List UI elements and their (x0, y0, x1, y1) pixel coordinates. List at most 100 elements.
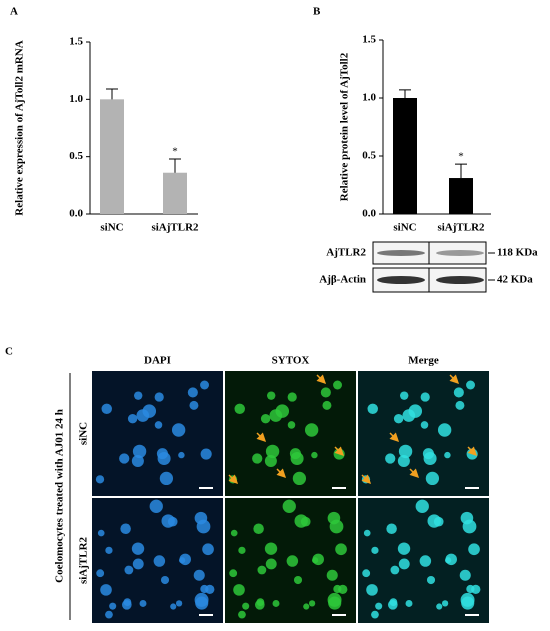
arrow (361, 474, 372, 485)
blot-row-label: AjTLR2 (326, 247, 366, 259)
arrow (276, 468, 287, 479)
cell (335, 543, 347, 556)
cell (159, 471, 174, 486)
row-label: siNC (78, 422, 90, 445)
cell (468, 543, 480, 556)
cell (362, 569, 371, 578)
cell (420, 392, 430, 402)
cell (311, 557, 319, 564)
cell (253, 523, 264, 535)
cell (265, 444, 280, 459)
y-tick-label: 0.5 (362, 150, 376, 162)
cell (257, 565, 267, 575)
cell (187, 387, 198, 398)
cell (189, 400, 199, 410)
cell (466, 380, 475, 390)
cell (436, 603, 443, 610)
cell (264, 542, 278, 555)
micrograph (225, 371, 356, 496)
cell (139, 600, 147, 607)
cell (398, 558, 410, 570)
blot-row-label: Ajβ-Actin (319, 274, 366, 286)
cell (123, 598, 132, 607)
cell (405, 600, 413, 607)
cell (200, 380, 209, 390)
arrow (409, 468, 420, 479)
y-axis-label: Relative protein level of AjToll2 (339, 52, 351, 201)
cell (153, 555, 166, 567)
cell (419, 555, 432, 567)
cell (134, 391, 143, 400)
cell (459, 569, 471, 581)
cell (441, 600, 449, 607)
panel-label: B (313, 6, 321, 18)
cell (196, 519, 211, 534)
cell (170, 603, 177, 610)
arrow (334, 446, 345, 457)
cell (202, 543, 214, 556)
annotation: * (458, 151, 464, 163)
cell (230, 529, 238, 537)
cell (100, 584, 112, 596)
x-tick-label: siAjTLR2 (151, 222, 199, 234)
arrow (316, 374, 327, 385)
cell (385, 453, 396, 464)
cell (287, 392, 297, 402)
cell (294, 514, 308, 528)
arrow (467, 446, 478, 457)
cell (400, 391, 409, 400)
cell (308, 600, 316, 607)
cell (415, 499, 429, 513)
bar (449, 178, 473, 214)
cell (233, 584, 245, 596)
y-tick-label: 0.5 (69, 150, 83, 162)
cell (408, 404, 423, 418)
error-bar (399, 89, 411, 98)
cell (97, 529, 105, 537)
cell (260, 414, 271, 424)
cell (238, 610, 246, 619)
cell (322, 400, 332, 410)
x-tick-label: siNC (393, 222, 416, 234)
y-axis-label: Relative expression of AjToll2 mRNA (14, 40, 26, 215)
y-tick-label: 0.0 (362, 208, 376, 220)
cell (333, 380, 342, 390)
cell (425, 471, 440, 486)
cell (119, 453, 130, 464)
cell (109, 602, 117, 610)
cell (329, 519, 344, 534)
cell (242, 602, 250, 610)
cell (154, 392, 164, 402)
cell (267, 391, 276, 400)
arrow (389, 432, 400, 443)
y-tick-label: 0.0 (69, 208, 83, 220)
cell (390, 565, 400, 575)
row-label: siAjTLR2 (78, 536, 90, 584)
cell (127, 414, 138, 424)
cell (311, 451, 318, 459)
cell (293, 575, 303, 585)
side-label: Coelomocytes treated with AJ01 24 h (54, 409, 66, 583)
y-tick-label: 1.0 (69, 93, 83, 105)
cell (375, 602, 383, 610)
blot-band (377, 250, 425, 256)
micrograph (358, 371, 489, 496)
cell (287, 421, 296, 429)
cell (200, 448, 212, 460)
cell (265, 558, 277, 570)
cell (304, 423, 319, 437)
cell (131, 542, 145, 555)
arrow (256, 432, 267, 443)
cell (397, 542, 411, 555)
blot-band (377, 276, 425, 284)
cell (160, 575, 170, 585)
cell (367, 403, 378, 415)
blot-size-label: 42 KDa (497, 274, 533, 286)
cell (444, 557, 452, 564)
cell (142, 404, 157, 418)
blot-band (436, 276, 484, 284)
cell (366, 584, 378, 596)
cell (320, 387, 331, 398)
column-header: SYTOX (272, 355, 310, 367)
cell (389, 598, 398, 607)
